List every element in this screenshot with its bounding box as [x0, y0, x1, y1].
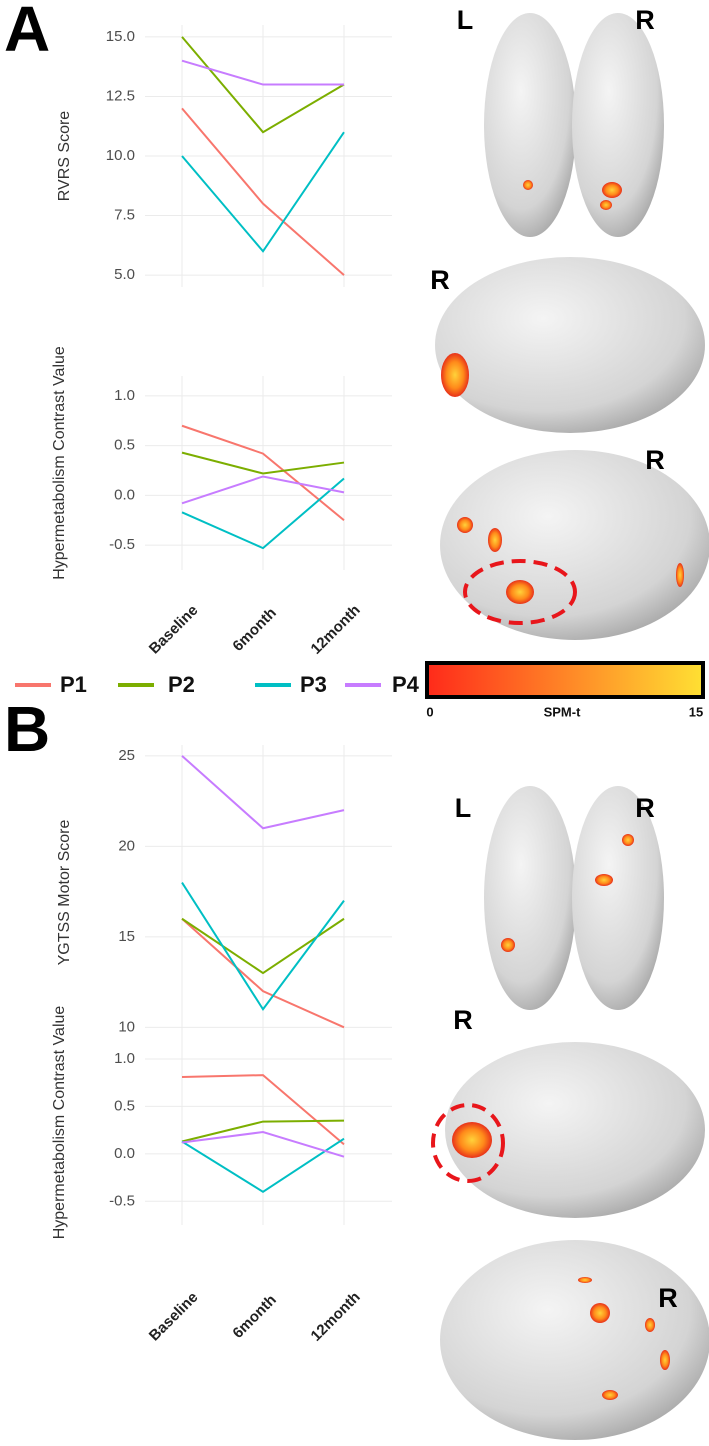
x-tick-label: 12month: [308, 602, 364, 658]
series-line: [181, 882, 345, 1011]
series-line: [181, 424, 345, 522]
y-axis-label: RVRS Score: [56, 111, 73, 202]
series-line: [181, 1131, 345, 1158]
y-tick-label: 15.0: [106, 28, 135, 45]
view-label: L: [455, 793, 472, 823]
x-tick-label: Baseline: [146, 602, 202, 658]
y-tick-label: -0.5: [109, 536, 135, 553]
y-tick-label: 10: [118, 1018, 135, 1035]
y-tick-label: -0.5: [109, 1192, 135, 1209]
view-label: R: [658, 1283, 678, 1313]
series-line: [181, 917, 345, 1029]
y-tick-label: 0.5: [114, 437, 135, 454]
y-tick-label: 12.5: [106, 87, 135, 104]
panel-label: A: [4, 0, 50, 65]
y-tick-label: 1.0: [114, 387, 135, 404]
x-tick-label: 6month: [229, 604, 279, 654]
y-axis-label: YGTSS Motor Score: [56, 819, 73, 965]
y-tick-label: 25: [118, 747, 135, 764]
colorbar-tick: 0: [426, 704, 433, 719]
y-tick-label: 0.0: [114, 486, 135, 503]
x-tick-label: Baseline: [146, 1289, 202, 1345]
view-label: R: [635, 793, 655, 823]
series-line: [181, 107, 345, 276]
series-line: [181, 59, 344, 86]
y-tick-label: 20: [118, 837, 135, 854]
y-tick-label: 0.5: [114, 1097, 135, 1114]
series-line: [181, 475, 345, 505]
series-line: [181, 131, 345, 253]
view-label: R: [635, 5, 655, 35]
x-tick-label: 12month: [308, 1289, 364, 1345]
y-axis-label: Hypermetabolism Contrast Value: [51, 346, 68, 580]
x-tick-label: 6month: [229, 1291, 279, 1341]
view-label: R: [453, 1005, 473, 1035]
colorbar-tick: 15: [689, 704, 703, 719]
series-line: [181, 1137, 345, 1193]
legend-label: P2: [168, 672, 195, 697]
series-line: [181, 451, 345, 475]
series-line: [181, 477, 345, 550]
colorbar: [425, 661, 705, 699]
y-tick-label: 7.5: [114, 207, 135, 224]
y-tick-label: 1.0: [114, 1050, 135, 1067]
legend-label: P3: [300, 672, 327, 697]
series-line: [181, 755, 345, 830]
legend-label: P4: [392, 672, 420, 697]
y-tick-label: 5.0: [114, 266, 135, 283]
brain-images: [431, 13, 709, 1440]
series-line: [181, 1119, 345, 1143]
y-tick-label: 10.0: [106, 147, 135, 164]
panel-label: B: [4, 693, 50, 765]
view-label: R: [645, 445, 665, 475]
y-tick-label: 15: [118, 928, 135, 945]
colorbar-title: SPM-t: [544, 704, 582, 719]
legend-label: P1: [60, 672, 87, 697]
y-tick-label: 0.0: [114, 1145, 135, 1162]
view-label: R: [430, 265, 450, 295]
y-axis-label: Hypermetabolism Contrast Value: [51, 1006, 68, 1240]
view-label: L: [457, 5, 474, 35]
